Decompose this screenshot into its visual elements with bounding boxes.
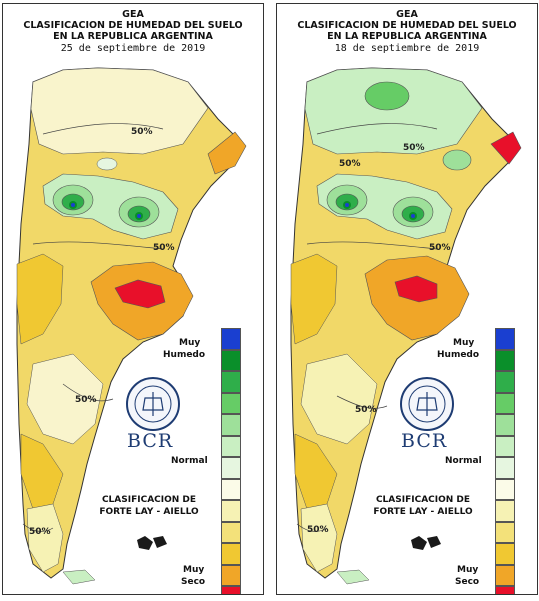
header-title: GEA <box>122 9 144 20</box>
bcr-seal-logo <box>126 377 180 431</box>
legend-swatch <box>221 500 241 522</box>
bcr-seal-logo <box>400 377 454 431</box>
legend-swatch <box>221 414 241 436</box>
legend-swatch <box>221 478 241 500</box>
classification-line-2: FORTE LAY - AIELLO <box>373 507 473 517</box>
contour-label-50: 50% <box>75 395 97 405</box>
legend-swatch <box>495 457 515 479</box>
legend-swatch <box>495 586 515 594</box>
legend-label-muy-seco-1: Muy <box>183 565 205 575</box>
header-line-2: EN LA REPUBLICA ARGENTINA <box>327 31 487 42</box>
region-north-wet <box>304 67 483 155</box>
map-date: 25 de septiembre de 2019 <box>60 43 206 54</box>
legend-swatch <box>221 564 241 586</box>
region-central-very-dry <box>394 275 438 303</box>
contour-label-50: 50% <box>131 127 153 137</box>
legend-swatch <box>221 392 241 414</box>
classification-line-1: CLASIFICACION DE <box>101 495 197 505</box>
contour-label-50: 50% <box>403 143 425 153</box>
legend-swatch <box>495 328 515 350</box>
legend-swatch <box>495 392 515 414</box>
map-date: 18 de septiembre de 2019 <box>334 43 480 54</box>
legend-swatch <box>495 521 515 543</box>
legend-swatch <box>221 435 241 457</box>
legend-swatch <box>495 435 515 457</box>
legend-label-seco: Seco <box>455 577 480 587</box>
region-central-very-dry <box>114 279 166 309</box>
contour-labels-left: 50% 50% 50% 50% <box>29 127 175 537</box>
contour-label-50: 50% <box>355 405 377 415</box>
bcr-logo-text: BCR <box>401 430 448 452</box>
legend-swatch <box>221 349 241 371</box>
legend-label-muy: Muy <box>179 338 201 348</box>
legend-swatch <box>221 371 241 393</box>
legend-swatch <box>221 586 241 594</box>
legend-swatch <box>495 543 515 565</box>
malvinas-islands <box>411 536 441 550</box>
contour-label-50: 50% <box>307 525 329 535</box>
legend-swatch <box>495 414 515 436</box>
map-panel-left: GEA CLASIFICACION DE HUMEDAD DEL SUELO E… <box>2 3 264 595</box>
malvinas-islands <box>137 536 167 550</box>
region-misiones-dry <box>207 131 247 175</box>
argentina-soil-moisture-map <box>290 67 522 585</box>
tierra-del-fuego <box>336 569 370 585</box>
classification-note: CLASIFICACION DE FORTE LAY - AIELLO <box>363 494 483 518</box>
wet-cell-northeast <box>442 149 472 171</box>
classification-line-2: FORTE LAY - AIELLO <box>99 507 199 517</box>
tierra-del-fuego <box>62 569 96 585</box>
map-panel-right: GEA CLASIFICACION DE HUMEDAD DEL SUELO E… <box>276 3 538 595</box>
contour-label-50: 50% <box>339 159 361 169</box>
legend-swatch <box>221 521 241 543</box>
legend-label-humedo: Humedo <box>163 350 206 360</box>
contour-label-50: 50% <box>153 243 175 253</box>
contour-label-50: 50% <box>429 243 451 253</box>
legend-label-seco: Seco <box>181 577 206 587</box>
legend-label-normal: Normal <box>171 456 208 466</box>
legend-swatch <box>495 371 515 393</box>
region-west-dry <box>16 253 64 345</box>
region-misiones-very-dry <box>490 131 522 165</box>
legend-label-humedo: Humedo <box>437 350 480 360</box>
region-patagonia-normal <box>300 353 378 445</box>
legend-label-muy-seco-1: Muy <box>457 565 479 575</box>
contour-labels-right: 50% 50% 50% 50% 50% <box>307 143 451 535</box>
legend-swatch <box>495 500 515 522</box>
legend-label-muy: Muy <box>453 338 475 348</box>
legend-swatch <box>221 543 241 565</box>
wet-spot-north <box>96 157 118 171</box>
header-line-1: CLASIFICACION DE HUMEDAD DEL SUELO <box>23 20 243 31</box>
argentina-soil-moisture-map <box>16 67 247 585</box>
legend-label-normal: Normal <box>445 456 482 466</box>
legend-swatch <box>221 328 241 350</box>
region-west-dry <box>290 253 338 345</box>
bcr-logo-text: BCR <box>127 430 174 452</box>
header-title: GEA <box>396 9 418 20</box>
classification-line-1: CLASIFICACION DE <box>375 495 471 505</box>
region-north-normal <box>30 67 209 155</box>
legend-swatch <box>495 478 515 500</box>
legend-swatch <box>221 457 241 479</box>
wet-cell-north <box>364 81 410 111</box>
region-patagonia-normal <box>26 353 104 445</box>
moisture-legend <box>221 328 241 594</box>
contour-label-50: 50% <box>29 527 51 537</box>
header-line-1: CLASIFICACION DE HUMEDAD DEL SUELO <box>297 20 517 31</box>
header-line-2: EN LA REPUBLICA ARGENTINA <box>53 31 213 42</box>
legend-swatch <box>495 564 515 586</box>
classification-note: CLASIFICACION DE FORTE LAY - AIELLO <box>89 494 209 518</box>
legend-swatch <box>495 349 515 371</box>
region-south-normal <box>300 503 338 573</box>
region-south-normal <box>26 503 64 573</box>
moisture-legend <box>495 328 515 594</box>
